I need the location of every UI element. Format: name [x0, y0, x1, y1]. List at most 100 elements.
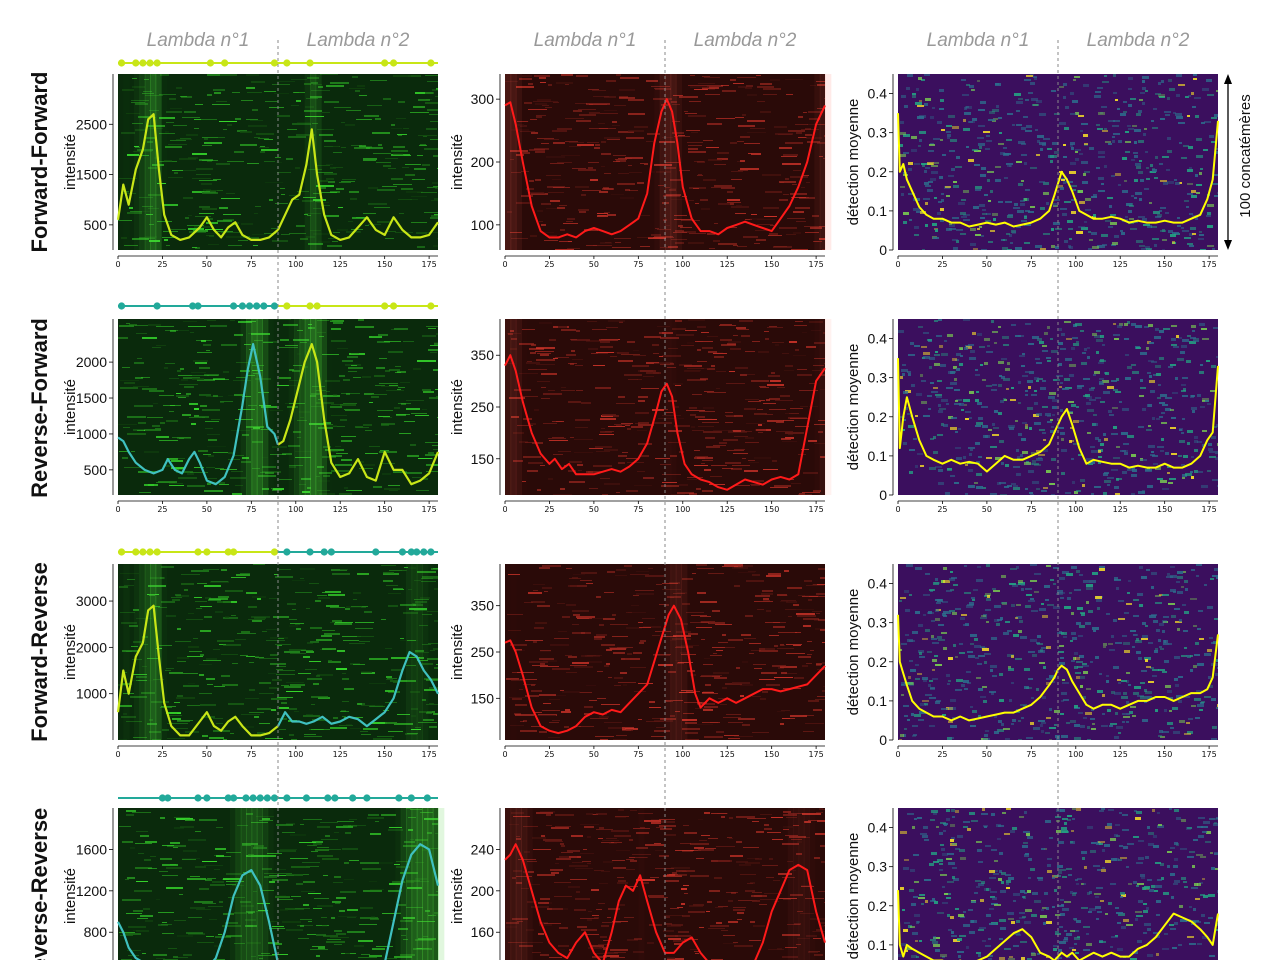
heatmap-band — [675, 564, 682, 740]
site-dot — [203, 794, 211, 802]
site-dot — [194, 548, 202, 556]
y-tick-label: 0.1 — [868, 937, 888, 953]
site-dot — [146, 59, 154, 67]
x-tick-label: 150 — [764, 750, 779, 759]
x-tick-label: 100 — [1068, 505, 1083, 514]
site-dot — [270, 59, 279, 67]
y-axis-label: intensité — [62, 868, 79, 924]
panel-3-red: 0 25 50 75 100 125 150 175 150 250 350 intensité — [449, 564, 826, 759]
heatmap-band — [798, 808, 805, 960]
series-line — [504, 604, 826, 735]
y-tick-label: 800 — [84, 924, 108, 940]
y-tick-label: 100 — [471, 217, 495, 233]
x-tick-label: 150 — [377, 260, 392, 269]
y-tick-label: 240 — [471, 841, 495, 857]
heatmap-band — [251, 808, 258, 960]
x-tick-label: 125 — [1113, 260, 1128, 269]
site-dot — [283, 794, 291, 802]
heatmap-band — [515, 319, 522, 495]
x-tick-label: 50 — [982, 505, 992, 514]
site-dot — [229, 302, 238, 310]
site-dot — [413, 548, 421, 556]
y-tick-label: 150 — [471, 451, 495, 467]
site-dot — [306, 302, 314, 310]
heatmap-band — [134, 74, 141, 250]
heatmap-band — [411, 564, 418, 740]
heatmap-band — [819, 74, 826, 250]
y-tick-label: 0.3 — [868, 125, 888, 141]
x-tick-label: 50 — [982, 260, 992, 269]
heatmap-band — [510, 319, 517, 495]
heatmap-band — [150, 74, 157, 250]
heatmap-band — [814, 74, 821, 250]
heatmap-band — [310, 74, 317, 250]
x-tick-label: 125 — [333, 505, 348, 514]
heatmap-red — [505, 808, 825, 960]
heatmap-band — [326, 319, 332, 495]
heatmap-band — [139, 564, 146, 740]
site-dot — [224, 548, 232, 556]
row-label-forward-reverse: Forward-Reverse — [27, 562, 52, 742]
heatmap-band — [521, 808, 528, 960]
site-dot — [283, 548, 291, 556]
heatmap-band — [395, 808, 402, 960]
site-dot — [327, 548, 335, 556]
heatmap-band — [681, 564, 688, 740]
site-dot — [194, 794, 202, 802]
y-tick-label: 1600 — [76, 841, 107, 857]
site-dot — [249, 794, 257, 802]
x-tick-label: 0 — [895, 750, 900, 759]
panel-1-green: 0 25 50 75 100 125 150 175 500 1500 2500 intensité — [62, 74, 439, 269]
site-dot — [389, 59, 398, 67]
x-tick-label: 175 — [421, 260, 436, 269]
y-tick-label: 200 — [471, 883, 495, 899]
heatmap-band — [262, 808, 269, 960]
site-dot — [153, 302, 161, 310]
heatmap-band — [240, 319, 247, 495]
site-dot — [427, 548, 435, 556]
site-dot — [189, 302, 197, 310]
y-tick-label: 0.2 — [868, 164, 888, 180]
site-dot — [389, 302, 398, 310]
heatmap-band — [267, 808, 274, 960]
x-tick-label: 100 — [1068, 260, 1083, 269]
x-tick-label: 100 — [288, 750, 303, 759]
y-tick-label: 150 — [471, 690, 495, 706]
y-tick-label: 0.4 — [868, 331, 888, 347]
x-tick-label: 25 — [937, 505, 947, 514]
panel-4-purple: 02550751001251501750.10.20.30.4détection… — [845, 808, 1219, 960]
heatmap-band — [139, 74, 146, 250]
site-dot — [117, 59, 126, 67]
site-dot — [229, 548, 238, 556]
row-label-forward-forward: Forward-Forward — [27, 72, 52, 253]
site-dot — [238, 302, 247, 310]
x-tick-label: 175 — [1201, 505, 1216, 514]
y-axis-label: intensité — [449, 868, 466, 924]
x-tick-label: 25 — [937, 260, 947, 269]
site-dot — [194, 302, 202, 310]
series-line-lambda1 — [116, 113, 279, 241]
y-tick-label: 1000 — [76, 426, 107, 442]
y-tick-label: 250 — [471, 644, 495, 660]
heatmap-band — [299, 319, 306, 495]
x-tick-label: 25 — [937, 750, 947, 759]
heatmap-band — [416, 564, 423, 740]
y-tick-label: 0.4 — [868, 86, 888, 102]
x-tick-label: 0 — [115, 750, 120, 759]
y-tick-label: 300 — [471, 91, 495, 107]
x-tick-label: 50 — [982, 750, 992, 759]
site-dot — [260, 302, 268, 310]
heatmap-band — [416, 808, 423, 960]
site-dot — [117, 302, 126, 310]
heatmap-band — [246, 319, 253, 495]
y-tick-label: 0 — [879, 242, 887, 258]
y-axis-label: intensité — [449, 624, 466, 680]
series-line-lambda2 — [277, 128, 439, 241]
x-tick-label: 175 — [421, 750, 436, 759]
x-tick-label: 50 — [202, 260, 212, 269]
series-line — [504, 354, 826, 491]
heatmap-band — [825, 319, 832, 495]
heatmap-band — [665, 564, 672, 740]
x-tick-label: 150 — [764, 260, 779, 269]
